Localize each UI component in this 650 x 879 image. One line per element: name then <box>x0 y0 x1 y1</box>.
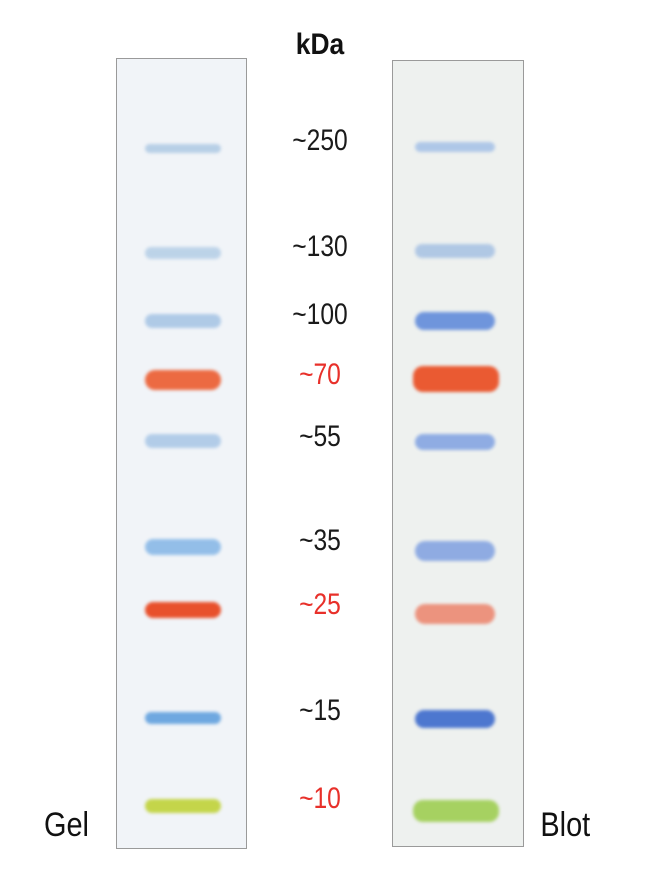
marker-label: ~25 <box>299 588 341 621</box>
gel-band <box>145 247 221 259</box>
blot-band <box>415 312 495 330</box>
blot-lane <box>392 60 524 847</box>
gel-band <box>145 370 221 390</box>
blot-band <box>415 244 495 258</box>
marker-label: ~35 <box>299 524 341 557</box>
marker-label: ~10 <box>299 782 341 815</box>
marker-label: ~15 <box>299 694 341 727</box>
marker-label: ~250 <box>292 124 348 157</box>
marker-label: ~55 <box>299 420 341 453</box>
blot-band <box>415 434 495 450</box>
gel-band <box>145 314 221 328</box>
marker-label: ~130 <box>292 230 348 263</box>
unit-label: kDa <box>295 28 345 61</box>
gel-band <box>145 712 221 724</box>
gel-band <box>145 539 221 555</box>
gel-band <box>145 143 221 153</box>
gel-band <box>145 602 221 618</box>
blot-band <box>413 800 499 822</box>
blot-band <box>415 604 495 624</box>
blot-band <box>415 142 495 152</box>
blot-lane-label: Blot <box>540 806 591 844</box>
blot-band <box>415 541 495 561</box>
gel-lane <box>116 58 247 849</box>
gel-lane-label: Gel <box>43 806 89 844</box>
marker-label: ~100 <box>292 298 348 331</box>
blot-band <box>413 366 499 392</box>
marker-label: ~70 <box>299 358 341 391</box>
gel-band <box>145 799 221 813</box>
blot-band <box>415 710 495 728</box>
gel-band <box>145 434 221 448</box>
